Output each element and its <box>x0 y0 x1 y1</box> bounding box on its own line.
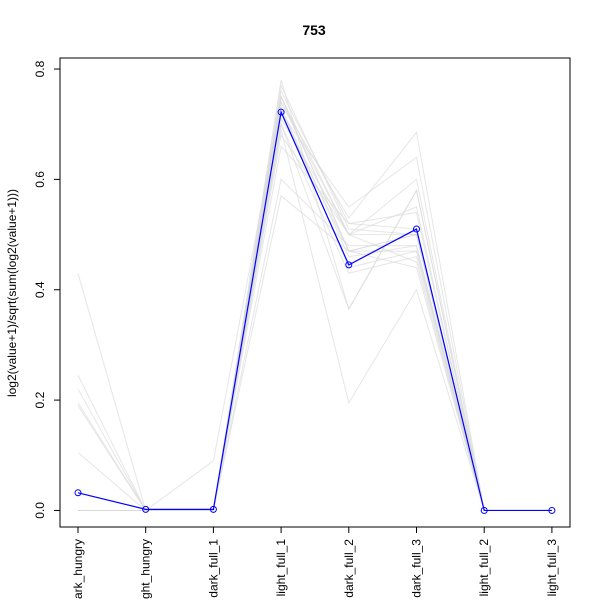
chart-title: 753 <box>302 22 326 38</box>
x-tick-label: dark_full_2 <box>342 539 356 598</box>
background-series-line <box>78 100 552 511</box>
background-series-line <box>77 94 552 511</box>
highlight-series-point <box>277 108 285 116</box>
background-series-line <box>77 79 552 511</box>
x-tick-label: light_full_2 <box>477 539 491 597</box>
y-tick-label: 0.2 <box>33 391 47 408</box>
y-tick-label: 0.4 <box>33 281 47 298</box>
background-series-line <box>78 178 552 511</box>
highlight-series-point <box>413 225 420 233</box>
highlight-series-group <box>74 108 556 514</box>
highlight-series-line <box>77 110 552 512</box>
x-tick-label: light_full_1 <box>274 539 288 597</box>
background-series-line <box>78 94 552 511</box>
background-series-line <box>78 145 552 511</box>
background-series-line <box>78 83 552 511</box>
x-tick-label: dark_full_3 <box>410 539 424 598</box>
x-tick-label: ght_hungry <box>139 539 153 599</box>
highlight-series-point <box>548 506 556 514</box>
highlight-series-point <box>142 505 150 513</box>
background-series-line <box>78 195 552 511</box>
axes-group: 0.0 0.2 0.4 0.6 0.8 ark_hungry ght_hungry dark_… <box>33 60 559 599</box>
highlight-series-point <box>209 505 217 513</box>
y-tick-label: 0.8 <box>33 60 47 77</box>
x-tick-label: ark_hungry <box>71 539 85 599</box>
y-axis-label: log2(value+1)/sqrt(sum(log2(value+1))) <box>5 189 19 397</box>
y-tick-label: 0.0 <box>33 502 47 519</box>
background-series-group <box>77 79 552 511</box>
y-tick-label: 0.6 <box>33 171 47 188</box>
highlight-series-point <box>480 506 488 514</box>
x-tick-label: light_full_3 <box>545 539 559 597</box>
x-tick-label: dark_full_1 <box>206 539 220 598</box>
background-series-line <box>78 133 552 511</box>
background-series-line <box>77 94 552 511</box>
plot-frame <box>59 57 571 528</box>
background-series-line <box>78 89 552 511</box>
background-series-line <box>78 117 552 511</box>
highlight-series-point <box>345 261 353 269</box>
background-series-line <box>78 100 552 511</box>
highlight-series-point <box>74 489 82 497</box>
